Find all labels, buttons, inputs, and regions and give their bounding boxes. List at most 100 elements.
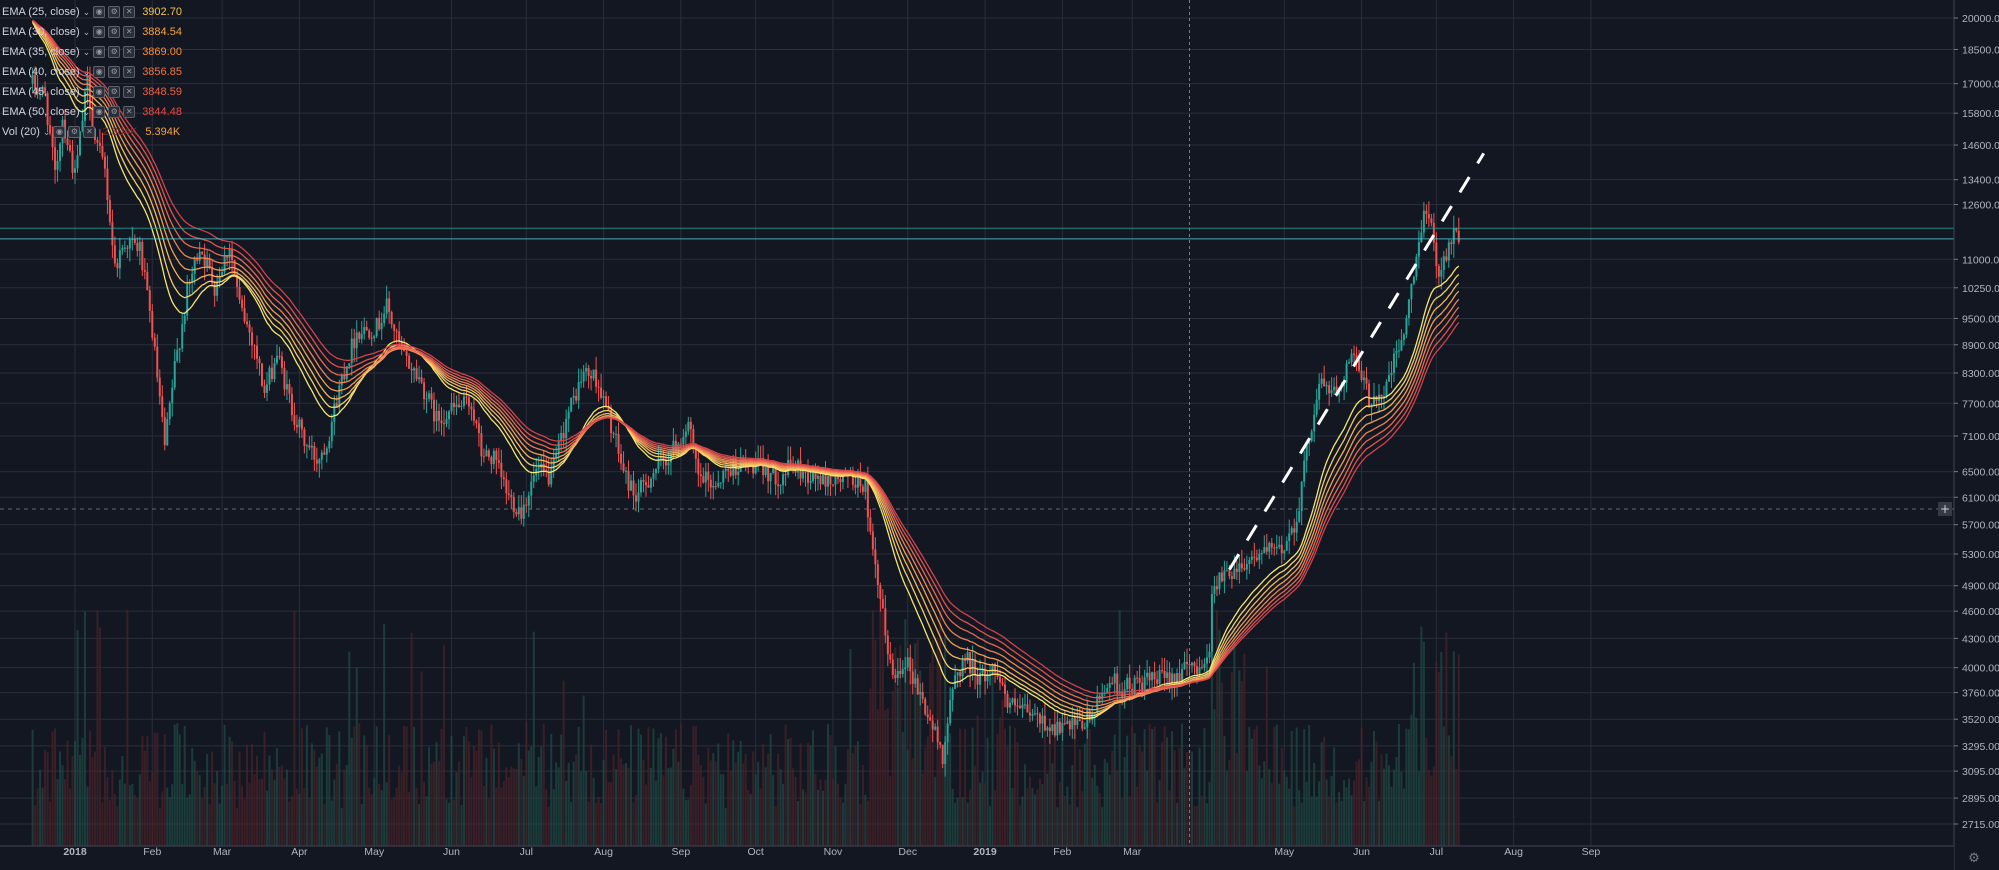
legend-row[interactable]: EMA (45, close) ⌄ ◉ ⚙ ✕ 3848.59: [2, 82, 182, 102]
settings-icon[interactable]: ⚙: [108, 106, 121, 118]
candle-body: [1290, 528, 1293, 534]
volume-bar: [333, 779, 336, 846]
candle-body: [430, 393, 433, 400]
time-tick-label: 2019: [973, 846, 997, 858]
candle-body: [839, 478, 842, 483]
candle-body: [520, 507, 523, 519]
volume-bar: [610, 782, 613, 846]
volume-bar: [587, 801, 590, 846]
chevron-down-icon[interactable]: ⌄: [82, 67, 91, 77]
candle-body: [1298, 511, 1301, 522]
volume-bar: [44, 749, 47, 846]
chevron-down-icon[interactable]: ⌄: [82, 27, 91, 37]
volume-bar: [116, 806, 119, 846]
close-icon[interactable]: ✕: [123, 46, 136, 58]
close-icon[interactable]: ✕: [123, 106, 136, 118]
candle-body: [859, 472, 862, 487]
volume-bar: [455, 772, 458, 846]
volume-bar: [1023, 764, 1026, 846]
candle-body: [1058, 721, 1061, 733]
candle-body: [894, 674, 897, 679]
volume-bar: [275, 748, 278, 846]
volume-bar: [368, 787, 371, 846]
legend-row[interactable]: EMA (40, close) ⌄ ◉ ⚙ ✕ 3856.85: [2, 62, 182, 82]
volume-bar: [911, 758, 914, 846]
eye-icon[interactable]: ◉: [53, 126, 66, 138]
volume-bar: [1422, 641, 1425, 846]
volume-bar: [98, 627, 101, 846]
settings-icon[interactable]: ⚙: [108, 86, 121, 98]
close-icon[interactable]: ✕: [83, 126, 96, 138]
candle-body: [1026, 704, 1029, 713]
candle-body: [802, 469, 805, 479]
settings-icon[interactable]: ⚙: [108, 66, 121, 78]
volume-bar: [966, 802, 969, 846]
volume-bar: [74, 741, 76, 846]
eye-icon[interactable]: ◉: [93, 86, 106, 98]
candle-body: [1161, 670, 1164, 672]
legend-title: EMA (50, close): [2, 106, 80, 118]
candle-body: [487, 450, 490, 457]
settings-icon[interactable]: ⚙: [108, 6, 121, 18]
chevron-down-icon[interactable]: ⌄: [82, 7, 91, 17]
volume-bar: [901, 731, 904, 846]
eye-icon[interactable]: ◉: [93, 66, 106, 78]
close-icon[interactable]: ✕: [123, 26, 136, 38]
candle-body: [856, 472, 859, 488]
eye-icon[interactable]: ◉: [93, 26, 106, 38]
volume-bar: [1323, 736, 1326, 846]
price-axis[interactable]: 20000.00 18500.00 17000.00 15800.00 14600.00…: [1953, 0, 1999, 870]
chevron-down-icon[interactable]: ⌄: [82, 47, 91, 57]
candle-body: [1308, 440, 1311, 444]
candle-body: [507, 493, 510, 495]
candle-body: [886, 635, 889, 655]
price-tick-label: 6100.00: [1962, 492, 1999, 504]
legend-row[interactable]: EMA (50, close) ⌄ ◉ ⚙ ✕ 3844.48: [2, 102, 182, 122]
volume-bar: [851, 753, 854, 846]
candle-body: [782, 474, 785, 486]
volume-bar: [1011, 787, 1014, 846]
candle-body: [754, 462, 757, 474]
volume-bar: [1193, 806, 1196, 846]
settings-icon[interactable]: ⚙: [108, 46, 121, 58]
legend-row[interactable]: Vol (20) ⌄ ◉ ⚙ ✕ 2.304K 5.394K: [2, 122, 182, 142]
volume-bar: [163, 734, 166, 846]
ema-line: [32, 19, 1460, 703]
settings-icon[interactable]: ⚙: [68, 126, 81, 138]
time-tick-label: Mar: [213, 846, 232, 858]
close-icon[interactable]: ✕: [123, 86, 136, 98]
legend-row[interactable]: EMA (35, close) ⌄ ◉ ⚙ ✕ 3869.00: [2, 42, 182, 62]
volume-bar: [166, 787, 169, 846]
volume-bar: [425, 796, 428, 846]
eye-icon[interactable]: ◉: [93, 6, 106, 18]
gear-icon[interactable]: ⚙: [1968, 851, 1980, 866]
legend-row[interactable]: EMA (30, close) ⌄ ◉ ⚙ ✕ 3884.54: [2, 22, 182, 42]
candle-body: [113, 245, 116, 264]
candle-body: [36, 88, 39, 94]
candle-body: [931, 720, 934, 730]
volume-bar: [78, 754, 81, 846]
close-icon[interactable]: ✕: [123, 6, 136, 18]
close-icon[interactable]: ✕: [123, 66, 136, 78]
chevron-down-icon[interactable]: ⌄: [82, 87, 91, 97]
settings-icon[interactable]: ⚙: [108, 26, 121, 38]
candle-body: [664, 460, 667, 466]
candle-body: [1136, 677, 1139, 679]
chevron-down-icon[interactable]: ⌄: [82, 107, 91, 117]
time-axis[interactable]: 2018 Feb Mar Apr May Jun Jul Aug Sep Oct Nov Dec 201…: [0, 845, 1954, 870]
time-axis-bg: [0, 846, 1954, 870]
eye-icon[interactable]: ◉: [93, 106, 106, 118]
volume-bar: [1058, 781, 1061, 846]
volume-bar: [869, 688, 872, 846]
candle-body: [687, 421, 690, 432]
candle-body: [1043, 715, 1046, 731]
volume-bar: [1402, 788, 1405, 846]
candle-body: [1445, 256, 1448, 261]
chevron-down-icon[interactable]: ⌄: [42, 127, 51, 137]
legend-row[interactable]: EMA (25, close) ⌄ ◉ ⚙ ✕ 3902.70: [2, 2, 182, 22]
volume-bar: [520, 759, 523, 846]
eye-icon[interactable]: ◉: [93, 46, 106, 58]
candle-body: [1033, 713, 1036, 715]
